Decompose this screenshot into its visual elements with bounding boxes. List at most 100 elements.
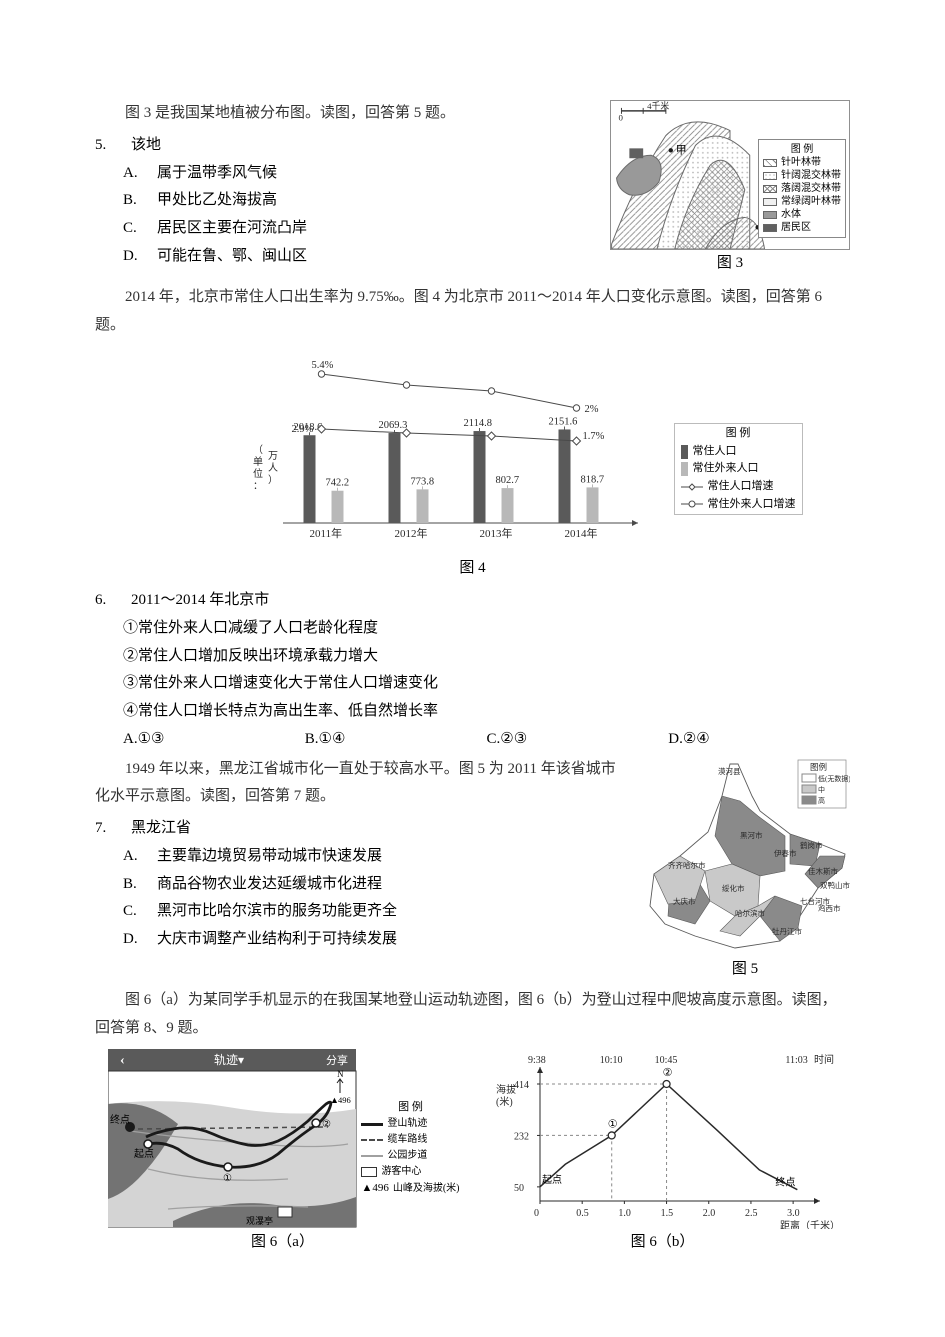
q6-context: 2014 年，北京市常住人口出生率为 9.75‰。图 4 为北京市 2011～2… <box>95 284 850 340</box>
q6-sub1: ①常住外来人口减缓了人口老龄化程度 <box>95 615 850 643</box>
figure-6b: 50 232 414 0 0.5 1.0 1.5 2.0 2.5 3.0 海拔(米) 距离（千米） 9:… <box>488 1049 838 1229</box>
svg-text:3.0: 3.0 <box>787 1208 800 1219</box>
svg-text:终点: 终点 <box>110 1113 130 1126</box>
svg-text:起点: 起点 <box>134 1148 154 1160</box>
svg-text:0.5: 0.5 <box>576 1208 589 1219</box>
svg-text:11:03: 11:03 <box>785 1055 807 1066</box>
svg-text:2114.8: 2114.8 <box>463 418 492 429</box>
svg-text:2151.6: 2151.6 <box>548 417 577 428</box>
figure-6a-legend-title: 图 例 <box>361 1099 459 1117</box>
figure-6a-legend: 图 例 登山轨迹 缆车路线 公园步道 游客中心 ▲496山峰及海拔(米) <box>361 1099 459 1198</box>
figure-4-legend-title: 图 例 <box>681 425 796 443</box>
figure-5-caption: 图 5 <box>640 956 850 984</box>
q5-opt-a-label: A. <box>123 160 145 188</box>
figure-3: 0 4千米 甲 乙 图 例 <box>610 100 850 250</box>
svg-text:中: 中 <box>818 785 825 794</box>
svg-text:①: ① <box>607 1118 617 1130</box>
q6-opt-d[interactable]: D.②④ <box>668 726 850 754</box>
svg-text:万: 万 <box>268 451 278 462</box>
q6-sub2: ②常住人口增加反映出环境承载力增大 <box>95 643 850 671</box>
svg-text:414: 414 <box>514 1080 529 1091</box>
svg-text:观瀑亭: 观瀑亭 <box>246 1215 273 1226</box>
svg-text:1.0: 1.0 <box>618 1208 631 1219</box>
q5-opt-a[interactable]: A. 属于温带季风气候 <box>123 160 600 188</box>
svg-text:牡丹江市: 牡丹江市 <box>772 926 802 936</box>
svg-text:大庆市: 大庆市 <box>673 896 696 906</box>
figure-4-caption: 图 4 <box>213 555 733 583</box>
svg-text:哈尔滨市: 哈尔滨市 <box>735 908 765 918</box>
svg-text:2.0: 2.0 <box>702 1208 715 1219</box>
svg-text:2.5: 2.5 <box>744 1208 757 1219</box>
svg-text:5.4%: 5.4% <box>311 360 333 371</box>
svg-text:4千米: 4千米 <box>647 101 669 111</box>
svg-text:黑河市: 黑河市 <box>740 830 763 840</box>
q7-context: 1949 年以来，黑龙江省城市化一直处于较高水平。图 5 为 2011 年该省城… <box>95 756 630 812</box>
figure-4-legend: 图 例 常住人口 常住外来人口 常住人口增速 常住外来人口增速 <box>674 423 803 515</box>
svg-text:终点: 终点 <box>775 1175 795 1188</box>
svg-text:佳木斯市: 佳木斯市 <box>808 866 838 876</box>
q5-opt-a-text: 属于温带季风气候 <box>157 160 277 188</box>
svg-text:50: 50 <box>514 1183 524 1194</box>
svg-text:2.9%: 2.9% <box>291 424 313 435</box>
svg-text:2069.3: 2069.3 <box>378 420 407 431</box>
svg-text:海拔: 海拔 <box>496 1083 516 1096</box>
svg-text:①: ① <box>223 1173 232 1184</box>
svg-text:232: 232 <box>514 1131 529 1142</box>
svg-text:(米): (米) <box>496 1095 513 1108</box>
q6-sub4: ④常住人口增长特点为高出生率、低自然增长率 <box>95 698 850 726</box>
svg-text:N: N <box>337 1069 344 1079</box>
svg-text:伊春市: 伊春市 <box>774 848 797 858</box>
q7-opt-b[interactable]: B.商品谷物农业发达延缓城市化进程 <box>123 871 630 899</box>
svg-text:图例: 图例 <box>810 762 827 772</box>
q6-opt-c[interactable]: C.②③ <box>487 726 669 754</box>
svg-text:②: ② <box>662 1067 672 1079</box>
q5-opt-b[interactable]: B. 甲处比乙处海拔高 <box>123 187 600 215</box>
svg-text:10:45: 10:45 <box>654 1055 677 1066</box>
figure-4: （单位：万人）2018.6742.22011年2069.3773.82012年2… <box>213 345 733 555</box>
q5-num: 5. <box>95 132 123 160</box>
svg-text:位: 位 <box>253 467 263 480</box>
q5-opt-d[interactable]: D.可能在鲁、鄂、闽山区 <box>123 243 600 271</box>
svg-text:轨迹▾: 轨迹▾ <box>214 1053 244 1067</box>
svg-text:0: 0 <box>534 1208 539 1219</box>
figure-5: 图例低(无数据)中高漠河县黑河市伊春市鹤岗市齐齐哈尔市大庆市绥化市佳木斯市双鸭山… <box>640 756 850 956</box>
svg-text:距离（千米）: 距离（千米） <box>780 1219 838 1229</box>
figure-3-legend-title: 图 例 <box>763 143 841 156</box>
svg-text:漠河县: 漠河县 <box>718 766 741 776</box>
svg-text:低(无数据): 低(无数据) <box>818 774 850 783</box>
svg-text:时间: 时间 <box>814 1053 834 1066</box>
svg-text:鹤岗市: 鹤岗市 <box>800 840 823 850</box>
svg-text:齐齐哈尔市: 齐齐哈尔市 <box>668 860 706 870</box>
q5-opt-d-label: D. <box>123 243 145 271</box>
q6-sub3: ③常住外来人口增速变化大于常住人口增速变化 <box>95 670 850 698</box>
q5-context: 图 3 是我国某地植被分布图。读图，回答第 5 题。 <box>95 100 600 128</box>
svg-text:802.7: 802.7 <box>495 475 519 486</box>
q7-opt-c[interactable]: C.黑河市比哈尔滨市的服务功能更齐全 <box>123 898 630 926</box>
svg-text:2014年: 2014年 <box>564 526 597 540</box>
svg-text:818.7: 818.7 <box>580 475 604 486</box>
svg-text:甲: 甲 <box>676 144 687 156</box>
q5-opt-c[interactable]: C. 居民区主要在河流凸岸 <box>123 215 600 243</box>
q89-context: 图 6（a）为某同学手机显示的在我国某地登山运动轨迹图，图 6（b）为登山过程中… <box>95 987 850 1043</box>
svg-text:：: ： <box>253 481 263 492</box>
figure-3-caption: 图 3 <box>610 250 850 278</box>
svg-text:鸡西市: 鸡西市 <box>818 903 841 913</box>
svg-text:773.8: 773.8 <box>410 477 434 488</box>
svg-text:人: 人 <box>268 462 278 474</box>
svg-text:（: （ <box>253 444 263 456</box>
svg-text:2%: 2% <box>584 404 598 415</box>
q5-opt-b-label: B. <box>123 187 145 215</box>
svg-text:1.5: 1.5 <box>660 1208 673 1219</box>
svg-text:分享: 分享 <box>326 1053 348 1067</box>
q5-opt-b-text: 甲处比乙处海拔高 <box>157 187 277 215</box>
q5-opt-c-label: C. <box>123 215 145 243</box>
q6-opt-a[interactable]: A.①③ <box>123 726 305 754</box>
svg-text:742.2: 742.2 <box>325 478 349 489</box>
q6-opt-b[interactable]: B.①④ <box>305 726 487 754</box>
q7-opt-a[interactable]: A.主要靠边境贸易带动城市快速发展 <box>123 843 630 871</box>
q5-opt-c-text: 居民区主要在河流凸岸 <box>157 215 307 243</box>
q7-opt-d[interactable]: D.大庆市调整产业结构利于可持续发展 <box>123 926 630 954</box>
svg-text:2013年: 2013年 <box>479 526 512 540</box>
svg-text:2011年: 2011年 <box>309 526 342 540</box>
svg-text:9:38: 9:38 <box>528 1055 546 1066</box>
